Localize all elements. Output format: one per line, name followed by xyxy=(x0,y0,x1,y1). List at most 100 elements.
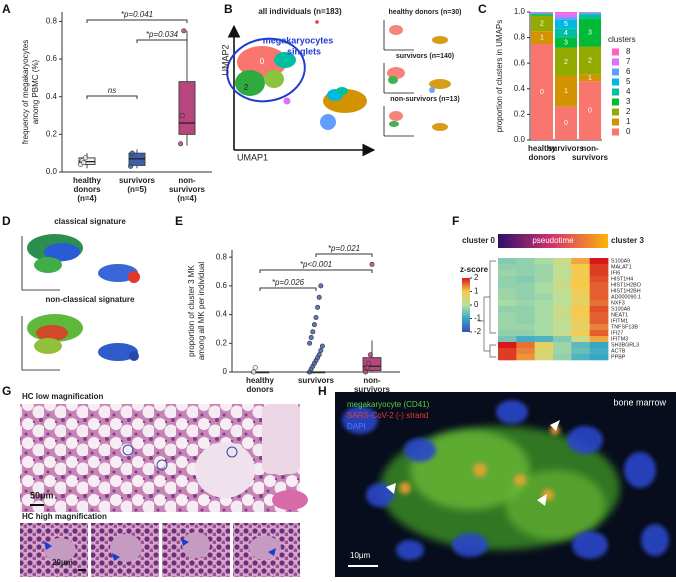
x-tick-label: healthy xyxy=(73,176,102,185)
bar-segment xyxy=(530,12,554,14)
data-point xyxy=(313,314,319,320)
gene-label: HIST1H4 xyxy=(611,276,633,282)
pseudotime-start: cluster 0 xyxy=(462,236,495,245)
gene-label: NXF3 xyxy=(611,300,625,306)
colorbar-tick-label: 0 xyxy=(474,300,479,309)
panel-label: B xyxy=(224,2,233,16)
heatmap-cell xyxy=(516,258,536,265)
heatmap-cell xyxy=(498,354,517,361)
heatmap-cell xyxy=(553,288,572,295)
heatmap-cell xyxy=(498,300,517,307)
data-point xyxy=(369,261,375,267)
signature-title: non-classical signature xyxy=(46,295,135,304)
y-tick-label: 0.6 xyxy=(514,58,526,67)
heatmap-cell xyxy=(498,264,517,271)
x-tick-label: non- xyxy=(363,376,381,385)
bar-segment xyxy=(578,12,602,14)
dendrogram xyxy=(478,260,496,358)
y-axis-title: among PBMC (%) xyxy=(31,59,40,124)
gene-label: PPBP xyxy=(611,354,626,360)
bar-segment xyxy=(578,13,602,15)
segment-label: 0 xyxy=(540,89,544,96)
panel-label: A xyxy=(2,2,11,16)
heatmap-cell xyxy=(571,294,591,301)
data-point xyxy=(367,352,373,358)
heatmap-cell xyxy=(571,282,591,289)
legend-title: clusters xyxy=(608,35,636,44)
x-tick-label: (n=4) xyxy=(177,194,197,203)
heatmap-cell xyxy=(553,258,572,265)
heatmap-cell xyxy=(553,306,572,313)
x-axis-title: UMAP1 xyxy=(237,152,268,162)
heatmap-cell xyxy=(553,270,572,277)
fluorescence xyxy=(335,392,676,577)
segment-label: 5 xyxy=(564,21,568,28)
heatmap-cell xyxy=(534,324,554,331)
heatmap-cell xyxy=(498,294,517,301)
scale-label: 10μm xyxy=(350,551,371,560)
panel-label: H xyxy=(318,384,327,398)
annotation: *p=0.026 xyxy=(272,278,305,287)
heatmap-cell xyxy=(516,324,536,331)
legend-swatch xyxy=(612,48,619,56)
bar-segment xyxy=(554,19,578,29)
heatmap-cell xyxy=(534,348,554,355)
data-point xyxy=(364,365,370,371)
legend-swatch xyxy=(612,78,619,86)
heatmap-cell xyxy=(516,306,536,313)
histology-title: HC high magnification xyxy=(22,512,107,521)
data-point xyxy=(128,163,134,169)
heatmap-cell xyxy=(498,288,517,295)
bracket xyxy=(315,253,373,257)
panel-label: F xyxy=(452,214,459,228)
legend-swatch xyxy=(612,108,619,116)
x-tick-label: (n=5) xyxy=(127,185,147,194)
gene-label: SH3BGRL3 xyxy=(611,342,639,348)
heatmap-cell xyxy=(534,270,554,277)
heatmap-cell xyxy=(498,324,517,331)
heatmap-cell xyxy=(534,294,554,301)
heatmap-cell xyxy=(534,336,554,343)
heatmap-cell xyxy=(498,276,517,283)
annotation: *p=0.041 xyxy=(121,10,153,19)
gene-label: HIST1H2BH xyxy=(611,288,641,294)
bar-segment xyxy=(554,28,578,38)
y-axis-title: proportion of cluster 3 MK xyxy=(187,265,196,357)
gene-label: IFITM3 xyxy=(611,336,628,342)
bracket xyxy=(136,39,188,43)
heatmap-cell xyxy=(498,342,517,349)
heatmap-cell xyxy=(571,348,591,355)
bar-segment xyxy=(554,76,578,107)
heatmap-cell xyxy=(553,342,572,349)
legend-label: 6 xyxy=(626,67,631,76)
heatmap-cell xyxy=(498,270,517,277)
heatmap-cell xyxy=(516,282,536,289)
heatmap-cell xyxy=(516,342,536,349)
heatmap-cell xyxy=(516,354,536,361)
y-tick-label: 0.4 xyxy=(216,310,228,319)
heatmap-cell xyxy=(589,348,609,355)
data-point xyxy=(316,352,322,358)
heatmap-cell xyxy=(534,312,554,319)
heatmap-cell xyxy=(589,342,609,349)
heatmap-cell xyxy=(589,282,609,289)
bar-segment xyxy=(554,47,578,76)
heatmap-cell xyxy=(571,330,591,337)
segment-label: 4 xyxy=(564,30,568,37)
umap-signatures xyxy=(21,234,140,371)
histology-title: HC low magnification xyxy=(22,392,103,401)
x-tick-label: non- xyxy=(581,144,599,153)
segment-label: 1 xyxy=(564,88,568,95)
legend-label: 3 xyxy=(626,97,631,106)
gene-label: HIST1H2BO xyxy=(611,282,641,288)
subset-title: survivors (n=140) xyxy=(396,53,454,60)
heatmap-cell xyxy=(571,306,591,313)
heatmap-cell xyxy=(589,318,609,325)
legend-swatch xyxy=(612,118,619,126)
legend-swatch xyxy=(612,98,619,106)
heatmap-cell xyxy=(534,330,554,337)
heatmap-cell xyxy=(589,324,609,331)
heatmap-cell xyxy=(571,324,591,331)
